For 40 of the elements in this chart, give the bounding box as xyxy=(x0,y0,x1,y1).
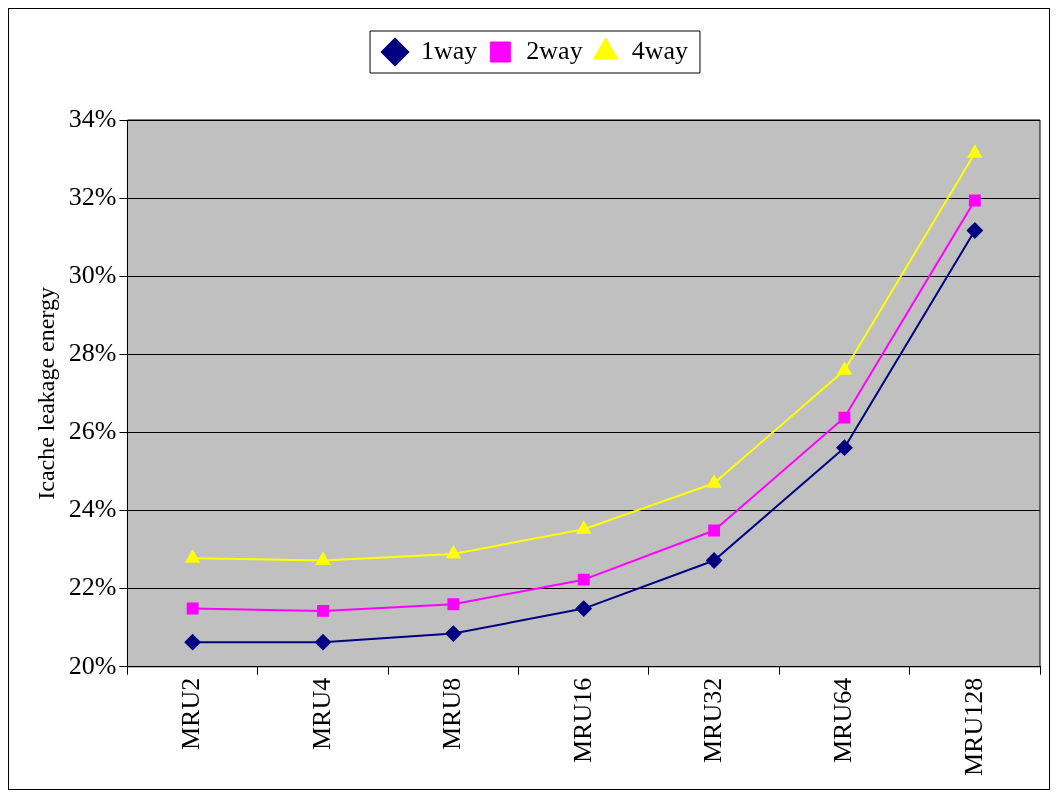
x-tick-label: MRU2 xyxy=(176,677,206,751)
point xyxy=(447,598,460,611)
legend-label: 4way xyxy=(631,35,688,65)
point xyxy=(445,625,462,642)
point xyxy=(706,552,723,569)
x-tick-label: MRU16 xyxy=(567,677,597,764)
y-tick-label: 24% xyxy=(68,494,117,524)
point xyxy=(707,475,722,488)
y-tick-label: 28% xyxy=(68,338,117,368)
y-tick-label: 22% xyxy=(68,572,117,602)
x-tick-label: MRU32 xyxy=(697,677,727,764)
point xyxy=(185,550,200,563)
point xyxy=(315,552,331,566)
x-tick-label: MRU64 xyxy=(828,677,858,764)
x-tick-label: MRU4 xyxy=(306,677,336,751)
y-tick-label: 32% xyxy=(68,181,117,211)
legend-label: 2way xyxy=(526,35,583,65)
x-tick-label: MRU128 xyxy=(958,677,988,777)
point xyxy=(838,411,851,424)
point xyxy=(315,634,331,651)
y-tick-label: 34% xyxy=(68,103,117,133)
point xyxy=(184,634,201,651)
x-tick-label: MRU8 xyxy=(437,677,467,751)
point xyxy=(446,545,461,559)
y-axis-title: Icache leakage energy xyxy=(32,287,59,500)
point xyxy=(317,604,329,617)
legend-label: 1way xyxy=(421,35,478,65)
point xyxy=(966,222,983,239)
point xyxy=(968,194,981,207)
point xyxy=(837,362,852,375)
point xyxy=(836,439,853,456)
point xyxy=(967,145,982,158)
y-tick-label: 26% xyxy=(68,416,117,446)
point xyxy=(708,524,721,537)
point xyxy=(576,521,591,534)
point xyxy=(186,602,199,615)
point xyxy=(577,573,590,586)
y-tick-label: 20% xyxy=(68,650,117,680)
point xyxy=(575,600,592,617)
y-tick-label: 30% xyxy=(68,260,117,290)
